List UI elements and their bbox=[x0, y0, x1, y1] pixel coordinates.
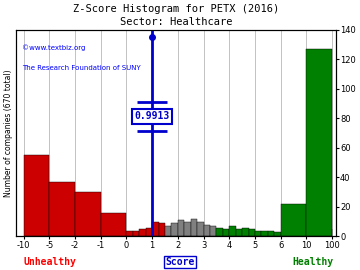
Bar bbox=[223, 229, 229, 237]
Y-axis label: Number of companies (670 total): Number of companies (670 total) bbox=[4, 69, 13, 197]
Bar bbox=[242, 228, 248, 237]
Bar bbox=[268, 231, 274, 237]
Bar bbox=[236, 229, 242, 237]
Bar bbox=[165, 226, 171, 237]
Bar bbox=[24, 155, 49, 237]
Bar bbox=[126, 231, 133, 237]
Bar bbox=[306, 49, 332, 237]
Bar bbox=[152, 222, 159, 237]
Bar bbox=[178, 220, 184, 237]
Text: 0.9913: 0.9913 bbox=[134, 112, 170, 122]
Bar bbox=[203, 225, 210, 237]
Bar bbox=[75, 192, 101, 237]
Bar bbox=[216, 228, 223, 237]
Bar bbox=[248, 229, 255, 237]
Bar bbox=[261, 231, 268, 237]
Bar bbox=[133, 231, 139, 237]
Bar bbox=[139, 229, 146, 237]
Title: Z-Score Histogram for PETX (2016)
Sector: Healthcare: Z-Score Histogram for PETX (2016) Sector… bbox=[73, 4, 279, 27]
Bar bbox=[101, 213, 126, 237]
Bar bbox=[197, 222, 203, 237]
Bar bbox=[159, 223, 165, 237]
Bar bbox=[229, 226, 236, 237]
Text: Unhealthy: Unhealthy bbox=[24, 257, 77, 267]
Text: Score: Score bbox=[165, 257, 195, 267]
Bar bbox=[49, 182, 75, 237]
Bar bbox=[274, 232, 281, 237]
Bar bbox=[255, 231, 261, 237]
Text: The Research Foundation of SUNY: The Research Foundation of SUNY bbox=[22, 65, 141, 71]
Text: ©www.textbiz.org: ©www.textbiz.org bbox=[22, 44, 86, 51]
Text: Healthy: Healthy bbox=[293, 257, 334, 267]
Bar bbox=[281, 204, 306, 237]
Bar bbox=[210, 226, 216, 237]
Bar bbox=[146, 228, 152, 237]
Bar bbox=[184, 222, 191, 237]
Bar bbox=[171, 223, 178, 237]
Bar bbox=[191, 219, 197, 237]
